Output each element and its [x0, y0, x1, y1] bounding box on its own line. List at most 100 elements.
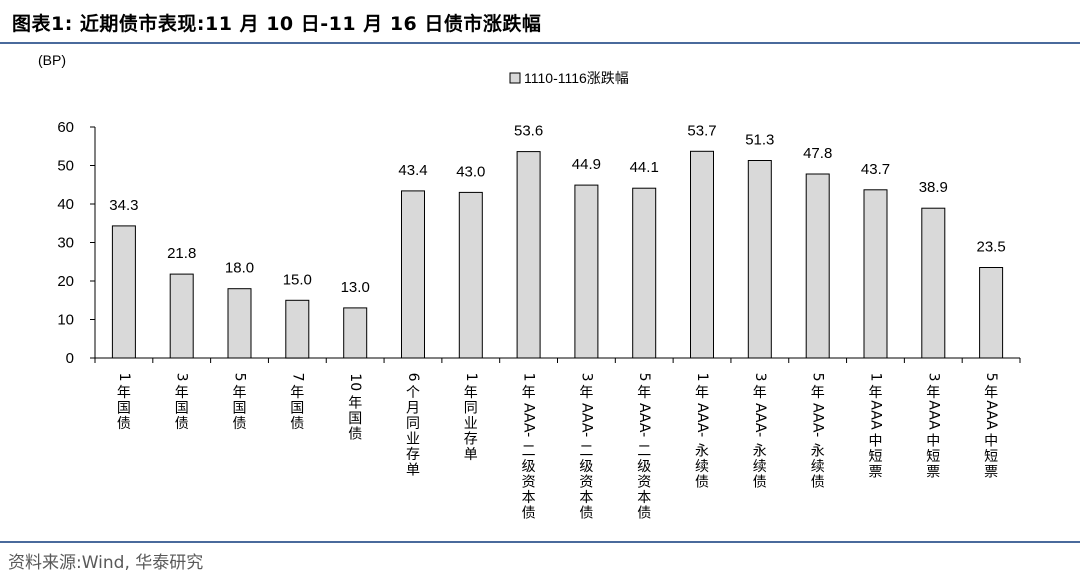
bar	[979, 267, 1004, 359]
y-axis-unit: (BP)	[38, 52, 66, 68]
svg-text:3: 3	[174, 373, 190, 382]
svg-text:年: 年	[117, 385, 131, 401]
svg-text:资: 资	[522, 475, 536, 491]
category-label: 10年国债10年国债	[347, 373, 363, 442]
data-label: 43.0	[456, 163, 485, 180]
svg-text:短: 短	[984, 449, 998, 465]
svg-text:债: 债	[522, 506, 536, 522]
svg-text:中: 中	[926, 433, 940, 449]
data-label: 51.3	[745, 132, 774, 149]
bar	[458, 191, 483, 359]
category-label: 3年AAA中短票3年AAA中短票	[925, 373, 941, 481]
svg-text:债: 债	[811, 475, 825, 491]
svg-text:1: 1	[868, 373, 884, 382]
y-axis: 0 10 20 30 40 50 60	[57, 119, 96, 367]
category-label: 6个月同业存单6个月同业存单	[405, 373, 421, 479]
svg-text:年: 年	[637, 385, 651, 401]
svg-text:级: 级	[637, 459, 651, 475]
bar	[747, 160, 772, 359]
y-tick-label: 0	[66, 350, 74, 367]
data-label: 43.4	[398, 162, 427, 179]
bar	[690, 150, 714, 359]
svg-text:AAA-: AAA-	[752, 403, 768, 437]
svg-text:本: 本	[579, 490, 593, 506]
svg-text:国: 国	[290, 401, 304, 417]
svg-text:AAA-: AAA-	[521, 403, 537, 437]
data-label: 44.9	[572, 156, 601, 173]
legend: 1110-1116涨跌幅	[509, 70, 629, 86]
svg-text:国: 国	[175, 401, 189, 417]
svg-text:年: 年	[753, 385, 767, 401]
svg-text:债: 债	[579, 506, 593, 522]
svg-text:国: 国	[348, 411, 362, 427]
chart-title: 图表1: 近期债市表现:11 月 10 日-11 月 16 日债市涨跌幅	[12, 13, 542, 35]
bar	[574, 184, 599, 359]
svg-text:年: 年	[869, 385, 883, 401]
svg-text:票: 票	[984, 464, 998, 480]
category-label: 1年同业存单1年同业存单	[463, 373, 479, 464]
svg-text:5: 5	[983, 373, 999, 382]
svg-text:年: 年	[984, 385, 998, 401]
x-axis	[94, 357, 1021, 363]
data-label: 15.0	[283, 271, 312, 288]
source-note: 资料来源:Wind, 华泰研究	[8, 553, 204, 573]
svg-text:级: 级	[579, 459, 593, 475]
data-label: 23.5	[976, 239, 1005, 256]
svg-text:3: 3	[925, 373, 941, 382]
bar	[401, 190, 425, 359]
svg-text:债: 债	[290, 416, 304, 432]
svg-text:二: 二	[522, 444, 536, 460]
svg-text:3: 3	[578, 373, 594, 382]
bar	[805, 173, 830, 359]
svg-text:续: 续	[811, 458, 825, 475]
data-label: 53.6	[514, 123, 543, 140]
svg-text:资: 资	[579, 475, 593, 491]
data-labels: 34.3 21.8 18.0 15.0 13.0 43.4 43.0 53.6 44.9 44.1…	[109, 122, 1005, 296]
data-label: 43.7	[861, 161, 890, 178]
svg-text:短: 短	[869, 449, 883, 465]
bar	[863, 189, 888, 359]
data-label: 38.9	[919, 179, 948, 196]
svg-text:债: 债	[695, 475, 709, 491]
svg-text:5: 5	[232, 373, 248, 382]
y-tick-label: 30	[57, 235, 74, 252]
svg-text:年: 年	[522, 385, 536, 401]
svg-text:债: 债	[175, 416, 189, 432]
svg-text:月: 月	[406, 401, 420, 417]
bottom-rule	[0, 541, 1080, 543]
svg-text:AAA: AAA	[925, 400, 941, 430]
svg-text:二: 二	[579, 444, 593, 460]
svg-text:年: 年	[579, 385, 593, 401]
svg-text:债: 债	[637, 506, 651, 522]
svg-text:单: 单	[464, 447, 478, 463]
category-labels: 1年国债1年国债3年国债3年国债5年国债5年国债7年国债7年国债10年国债10年…	[116, 373, 999, 522]
svg-text:续: 续	[695, 458, 709, 475]
svg-text:AAA: AAA	[983, 400, 999, 430]
svg-text:永: 永	[695, 444, 709, 460]
svg-text:永: 永	[811, 444, 825, 460]
svg-text:存: 存	[406, 447, 420, 463]
bar	[227, 288, 252, 359]
data-label: 21.8	[167, 245, 196, 262]
y-tick-label: 10	[57, 312, 74, 329]
svg-text:票: 票	[926, 464, 940, 480]
data-label: 44.1	[630, 159, 659, 176]
svg-text:AAA-: AAA-	[694, 403, 710, 437]
svg-text:二: 二	[637, 444, 651, 460]
title-bar: 图表1: 近期债市表现:11 月 10 日-11 月 16 日债市涨跌幅	[0, 0, 1080, 44]
svg-text:中: 中	[984, 433, 998, 449]
svg-text:业: 业	[464, 416, 478, 432]
bar	[921, 207, 946, 359]
svg-text:债: 债	[117, 416, 131, 432]
svg-text:年: 年	[926, 385, 940, 401]
svg-text:年: 年	[290, 385, 304, 401]
legend-swatch	[509, 72, 521, 84]
bar	[285, 299, 310, 359]
svg-text:年: 年	[464, 385, 478, 401]
svg-text:国: 国	[117, 401, 131, 417]
